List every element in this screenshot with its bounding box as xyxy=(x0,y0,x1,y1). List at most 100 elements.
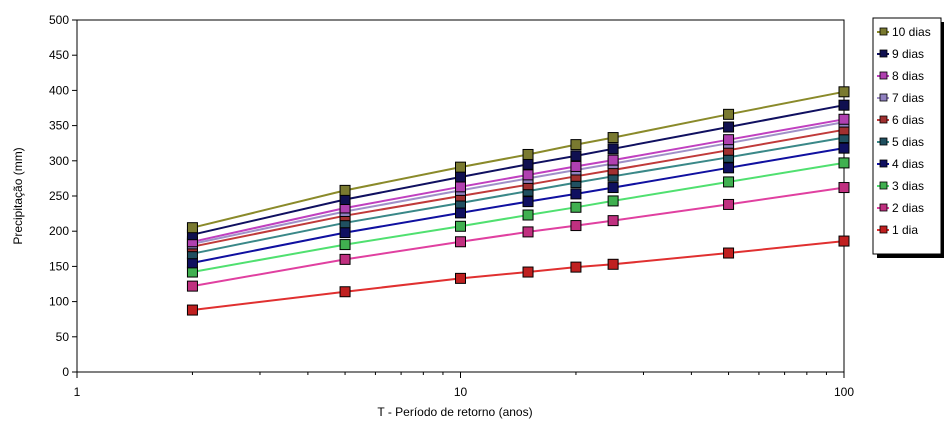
data-point xyxy=(570,261,582,273)
data-point xyxy=(522,266,534,278)
legend-label: 8 dias xyxy=(892,69,924,83)
data-point xyxy=(607,195,619,207)
data-point xyxy=(723,121,735,133)
data-point xyxy=(838,86,850,98)
data-point xyxy=(723,108,735,120)
data-point xyxy=(186,304,198,316)
series-line xyxy=(192,121,845,245)
data-point xyxy=(339,184,351,196)
data-point xyxy=(607,258,619,270)
data-point xyxy=(838,113,850,125)
y-tick-label: 500 xyxy=(49,13,69,27)
legend-label: 10 dias xyxy=(892,25,931,39)
series-5-dias xyxy=(186,132,850,260)
legend-label: 6 dias xyxy=(892,113,924,127)
legend-marker xyxy=(879,93,888,102)
legend-item: 9 dias xyxy=(877,47,924,61)
y-tick-label: 150 xyxy=(49,259,69,273)
legend-items: 10 dias 9 dias 8 dias 7 dias 6 dias 5 dias 4 d… xyxy=(877,25,931,237)
y-tick-label: 450 xyxy=(49,48,69,62)
series-layer xyxy=(186,86,850,316)
legend-marker xyxy=(879,27,888,36)
y-tick-label: 400 xyxy=(49,83,69,97)
series-line xyxy=(192,104,845,236)
series-line xyxy=(192,147,845,264)
data-point xyxy=(838,235,850,247)
legend-marker xyxy=(879,203,888,212)
series-line xyxy=(192,90,845,229)
data-point xyxy=(607,143,619,155)
data-point xyxy=(455,171,466,183)
legend-label: 5 dias xyxy=(892,135,924,149)
legend-label: 2 dias xyxy=(892,201,924,215)
data-point xyxy=(522,196,534,208)
legend-label: 7 dias xyxy=(892,91,924,105)
series-8-dias xyxy=(186,113,850,248)
series-line xyxy=(192,240,845,311)
data-point xyxy=(723,162,735,174)
data-point xyxy=(570,150,582,162)
data-point xyxy=(838,142,850,154)
x-tick-label: 10 xyxy=(454,385,468,399)
data-point xyxy=(455,236,466,248)
data-point xyxy=(570,188,582,200)
data-point xyxy=(339,194,351,206)
data-point xyxy=(186,266,198,278)
series-line xyxy=(192,161,845,273)
data-point xyxy=(339,286,351,298)
y-tick-label: 100 xyxy=(49,295,69,309)
series-10-dias xyxy=(186,86,850,234)
y-tick-label: 300 xyxy=(49,154,69,168)
data-point xyxy=(339,253,351,265)
data-point xyxy=(186,257,198,269)
series-4-dias xyxy=(186,142,850,269)
legend-item: 2 dias xyxy=(877,201,924,215)
data-point xyxy=(570,139,582,151)
data-point xyxy=(607,182,619,194)
data-point xyxy=(186,280,198,292)
data-point xyxy=(455,272,466,284)
data-point xyxy=(723,247,735,259)
data-point xyxy=(570,220,582,232)
legend-item: 8 dias xyxy=(877,69,924,83)
legend-marker xyxy=(879,71,888,80)
series-line xyxy=(192,128,845,248)
data-point xyxy=(723,176,735,188)
data-point xyxy=(455,161,466,173)
series-line xyxy=(192,118,845,243)
data-point xyxy=(339,227,351,239)
legend-item: 7 dias xyxy=(877,91,924,105)
x-axis-title: T - Período de retorno (anos) xyxy=(377,405,532,419)
x-tick-label: 100 xyxy=(834,385,854,399)
y-axis-title: Precipitação (mm) xyxy=(11,147,25,244)
y-tick-label: 200 xyxy=(49,224,69,238)
data-point xyxy=(522,169,534,181)
legend-label: 9 dias xyxy=(892,47,924,61)
data-point xyxy=(838,182,850,194)
data-point xyxy=(522,226,534,238)
legend: 10 dias 9 dias 8 dias 7 dias 6 dias 5 dias 4 d… xyxy=(872,17,944,258)
data-point xyxy=(522,158,534,170)
data-point xyxy=(522,148,534,160)
y-tick-label: 0 xyxy=(62,365,69,379)
data-point xyxy=(570,201,582,213)
legend-marker xyxy=(879,181,888,190)
series-9-dias xyxy=(186,99,850,241)
series-3-dias xyxy=(186,157,850,278)
data-point xyxy=(607,132,619,144)
legend-item: 5 dias xyxy=(877,135,924,149)
data-point xyxy=(186,222,198,234)
legend-label: 1 dia xyxy=(892,223,918,237)
data-point xyxy=(723,198,735,210)
data-point xyxy=(607,154,619,166)
legend-marker xyxy=(879,49,888,58)
legend-marker xyxy=(879,159,888,168)
legend-marker xyxy=(879,225,888,234)
legend-item: 6 dias xyxy=(877,113,924,127)
legend-item: 3 dias xyxy=(877,179,924,193)
x-tick-label: 1 xyxy=(74,385,81,399)
series-line xyxy=(192,136,845,255)
legend-label: 3 dias xyxy=(892,179,924,193)
series-line xyxy=(192,186,845,288)
